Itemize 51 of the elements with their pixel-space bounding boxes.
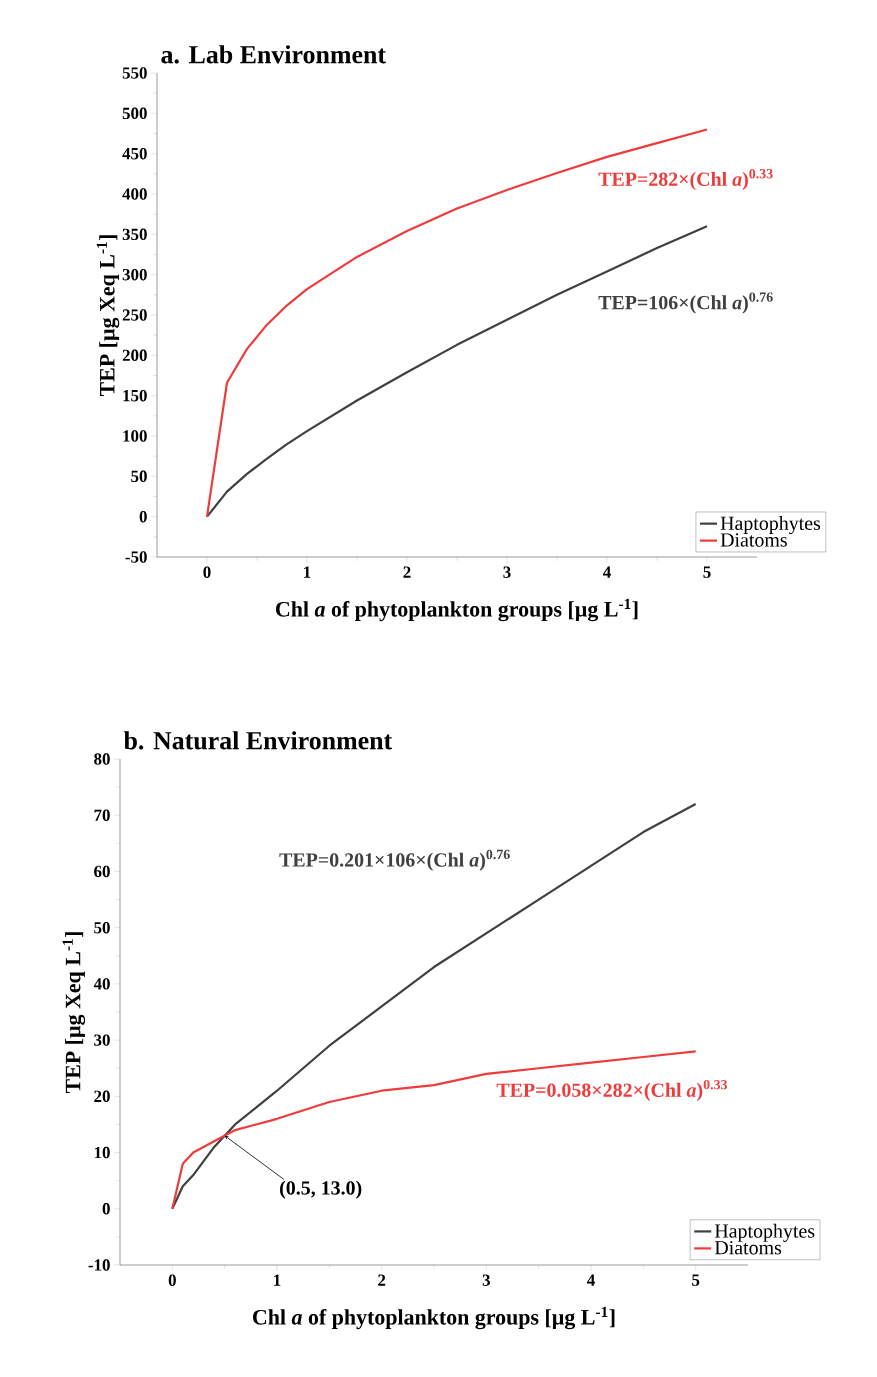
legend-label: Diatoms <box>714 1241 782 1255</box>
y-tick-label: 550 <box>122 67 147 79</box>
y-tick-label: -10 <box>88 1259 110 1271</box>
x-axis-title: Chl a of phytoplankton groups [µg L$^{-1}$] <box>276 598 638 622</box>
x-tick-label: 5 <box>703 566 711 578</box>
annotation: TEP=0.058×282×(Chl a)$^{0.33}$ <box>496 1079 728 1101</box>
y-tick-label: 150 <box>123 389 147 402</box>
y-tick-label: 50 <box>131 470 147 483</box>
y-tick-label: 10 <box>94 1146 110 1159</box>
x-tick-label: 2 <box>403 566 411 578</box>
legend-label: Haptophytes <box>714 1223 815 1242</box>
annotation: TEP=0.201×106×(Chl a)$^{0.76}$ <box>279 849 510 871</box>
y-tick-label: 100 <box>123 430 147 442</box>
legend-label: Haptophytes <box>720 515 821 535</box>
y-tick-label: 20 <box>94 1090 110 1103</box>
y-tick-label: 60 <box>94 865 110 878</box>
x-tick-label: 0 <box>168 1274 176 1286</box>
y-tick-label: 80 <box>94 753 110 765</box>
y-axis-title: TEP [µg Xeq L$^{-1}$] <box>62 932 86 1094</box>
y-tick-label: 350 <box>122 228 147 241</box>
y-tick-label: 500 <box>122 107 147 120</box>
line-series <box>171 1050 697 1210</box>
y-tick-label: 50 <box>94 921 110 934</box>
y-tick-label: 400 <box>122 188 147 200</box>
y-tick-label: 70 <box>94 809 110 821</box>
annotation: TEP=282×(Chl a)$^{0.33}$ <box>598 168 773 190</box>
y-tick-label: 300 <box>122 268 147 281</box>
y-axis-title: TEP [µg Xeq L$^{-1}$] <box>96 235 120 397</box>
y-tick-label: 250 <box>122 309 147 321</box>
y-tick-label: 200 <box>122 349 147 362</box>
y-tick-label: 30 <box>94 1034 110 1046</box>
x-tick-label: 4 <box>587 1274 595 1286</box>
x-tick-label: 1 <box>274 1274 281 1286</box>
annotation: (0.5, 13.0) <box>280 1180 362 1199</box>
x-tick-label: 3 <box>503 566 511 578</box>
y-tick-label: -50 <box>125 551 147 563</box>
annotation: TEP=106×(Chl a)$^{0.76}$ <box>598 292 773 314</box>
y-tick-label: 40 <box>93 978 110 990</box>
y-tick-label: 0 <box>139 510 147 523</box>
legend-label: Diatoms <box>720 533 787 547</box>
x-tick-label: 1 <box>304 566 311 578</box>
x-tick-label: 2 <box>378 1274 386 1286</box>
chart-title: a. Lab Environment <box>161 45 386 64</box>
x-tick-label: 0 <box>203 566 211 578</box>
chart-title: b. Natural Environment <box>123 731 393 750</box>
x-tick-label: 4 <box>603 566 611 578</box>
x-tick-label: 5 <box>692 1274 700 1286</box>
x-tick-label: 3 <box>482 1274 490 1286</box>
y-tick-label: 0 <box>102 1203 110 1215</box>
y-tick-label: 450 <box>122 147 147 160</box>
x-axis-title: Chl a of phytoplankton groups [µg L$^{-1}$] <box>253 1306 615 1330</box>
